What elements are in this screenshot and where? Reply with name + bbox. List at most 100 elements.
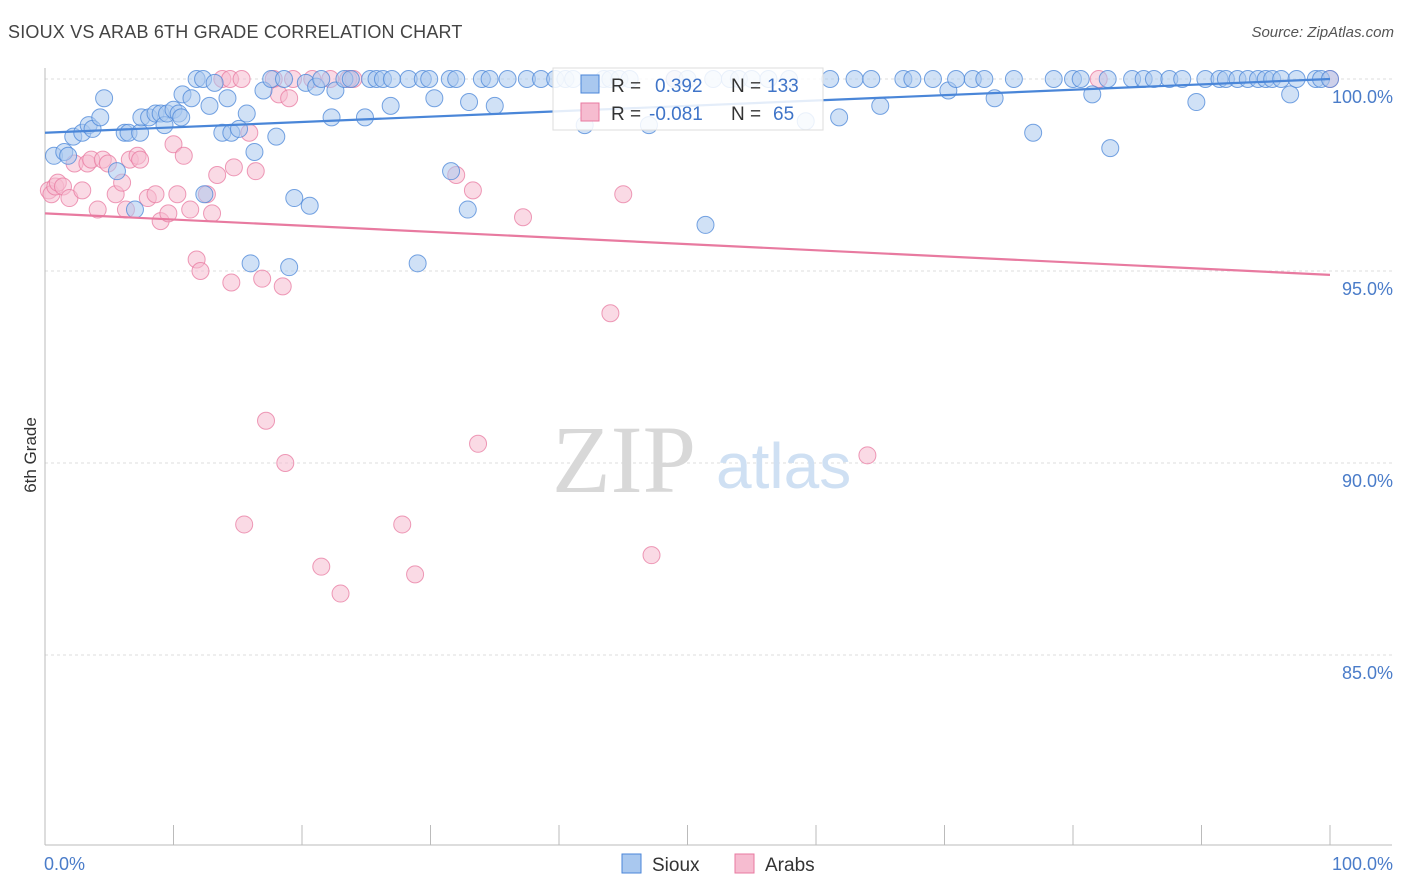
arabs-point <box>406 565 425 584</box>
sioux-point <box>821 70 840 88</box>
sioux-point <box>341 70 360 88</box>
legend-swatch-sioux <box>621 853 642 874</box>
sioux-point <box>200 96 219 115</box>
gridlines <box>45 78 1392 656</box>
sioux-point <box>1187 93 1206 112</box>
sioux-point <box>871 96 890 115</box>
legend-n-label: N = <box>731 76 761 97</box>
sioux-point <box>382 70 401 88</box>
sioux-point <box>1101 139 1120 158</box>
sioux-point <box>1287 70 1306 88</box>
arabs-point <box>224 158 243 177</box>
sioux-point <box>241 254 260 273</box>
legend-swatch-sioux <box>580 74 600 94</box>
sioux-point <box>1024 123 1043 142</box>
legend-n-value-arabs: 65 <box>773 104 794 125</box>
sioux-point <box>91 108 110 127</box>
arabs-point <box>514 208 533 227</box>
arabs-point <box>174 146 193 165</box>
sioux-point <box>408 254 427 273</box>
x-tick-labels: 0.0% 100.0% <box>44 854 1393 874</box>
sioux-point <box>131 123 150 142</box>
sioux-point <box>1173 70 1192 88</box>
sioux-point <box>300 196 319 215</box>
arabs-point <box>146 185 165 204</box>
watermark-atlas: atlas <box>716 430 851 502</box>
sioux-point <box>245 142 264 161</box>
arabs-point <box>181 200 200 219</box>
legend-label-sioux: Sioux <box>652 855 700 876</box>
sioux-point <box>447 70 466 88</box>
legend-r-label: R = <box>611 76 641 97</box>
sioux-point <box>172 108 191 127</box>
y-tick-label: 100.0% <box>1332 87 1393 107</box>
arabs-point <box>642 546 661 565</box>
arabs-point <box>88 200 107 219</box>
legend-r-value-arabs: -0.081 <box>649 104 703 125</box>
arabs-point <box>246 162 265 181</box>
arabs-point <box>164 135 183 154</box>
arabs-point <box>276 454 295 472</box>
sioux-point <box>947 70 966 88</box>
legend-swatch-arabs <box>580 102 600 122</box>
sioux-point <box>182 89 201 108</box>
legend-swatch-arabs <box>734 853 755 874</box>
arabs-point <box>280 89 299 108</box>
y-tick-label: 95.0% <box>1342 279 1393 299</box>
sioux-point <box>355 108 374 127</box>
y-axis-label: 6th Grade <box>21 417 40 493</box>
sioux-point <box>381 96 400 115</box>
arabs-point <box>131 150 150 169</box>
sioux-point <box>923 70 942 88</box>
arabs-point <box>159 204 178 223</box>
watermark: ZIP atlas <box>552 406 851 513</box>
sioux-point <box>845 70 864 88</box>
legend-n-value-sioux: 133 <box>767 76 799 97</box>
arabs-point <box>393 515 412 534</box>
axes <box>44 68 1392 846</box>
arabs-point <box>168 185 187 204</box>
sioux-point <box>830 108 849 127</box>
arabs-point <box>232 70 251 88</box>
sioux-point <box>696 215 715 234</box>
sioux-point <box>322 108 341 127</box>
source-credit: Source: ZipAtlas.com <box>1251 24 1394 41</box>
arabs-point <box>222 273 241 292</box>
sioux-point <box>312 70 331 88</box>
sioux-point <box>218 89 237 108</box>
watermark-zip: ZIP <box>552 406 696 513</box>
sioux-point <box>1044 70 1063 88</box>
arabs-point <box>463 181 482 200</box>
arabs-point <box>331 584 350 603</box>
y-tick-label: 85.0% <box>1342 663 1393 683</box>
arabs-point <box>273 277 292 296</box>
legend-r-label: R = <box>611 104 641 125</box>
sioux-point <box>195 185 214 204</box>
legend-label-arabs: Arabs <box>765 855 815 876</box>
arabs-point <box>208 166 227 184</box>
arabs-points <box>39 70 1339 603</box>
sioux-point <box>480 70 499 88</box>
sioux-point <box>420 70 439 88</box>
sioux-point <box>460 93 479 112</box>
sioux-point <box>107 162 126 181</box>
arabs-point <box>469 434 488 453</box>
x-tick-label: 100.0% <box>1332 854 1393 874</box>
sioux-point <box>280 258 299 277</box>
arabs-point <box>191 262 210 280</box>
sioux-point <box>425 89 444 108</box>
sioux-points <box>44 70 1339 277</box>
sioux-point <box>230 119 249 138</box>
sioux-point <box>1004 70 1023 88</box>
legend-n-label: N = <box>731 104 761 125</box>
series-legend: Sioux Arabs <box>621 853 815 876</box>
sioux-point <box>458 200 477 219</box>
arabs-point <box>253 269 272 288</box>
arabs-point <box>614 185 633 204</box>
x-tick-label: 0.0% <box>44 854 85 874</box>
arabs-point <box>203 204 222 223</box>
sioux-point <box>285 189 304 208</box>
sioux-point <box>95 89 114 108</box>
sioux-point <box>442 162 461 181</box>
sioux-point <box>485 96 504 115</box>
